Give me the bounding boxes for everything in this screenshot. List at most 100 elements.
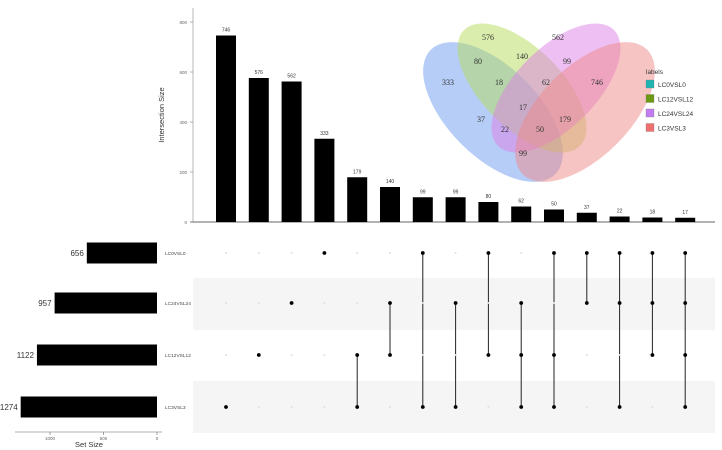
set-size-axis-label: Set Size: [75, 440, 103, 449]
set-size-label: 656: [70, 249, 84, 258]
matrix-dot-empty: [257, 406, 260, 408]
intersection-bar: [412, 197, 433, 222]
set-size-label: 957: [38, 299, 52, 308]
matrix-dot-filled: [650, 301, 655, 305]
matrix-dot-empty: [257, 302, 260, 304]
intersection-bar-label: 333: [320, 131, 329, 137]
matrix-dot-filled: [453, 301, 458, 305]
intersection-bar: [281, 81, 302, 222]
venn-diagram: 333 576 562 746 80 140 99 18 62 17 37 179 22 50 99: [423, 23, 655, 182]
venn-region-count: 80: [474, 57, 482, 66]
matrix-dot-filled: [683, 405, 688, 409]
intersection-bar: [216, 35, 236, 222]
y-tick-label: 800: [179, 20, 187, 25]
matrix-dot-empty: [520, 252, 523, 254]
set-size-bar: [54, 292, 158, 314]
set-size-bar: [86, 242, 157, 264]
set-size-bar: [36, 344, 157, 366]
intersection-bar: [445, 197, 466, 222]
intersection-bar: [511, 206, 532, 222]
intersection-bar-label: 18: [650, 210, 656, 216]
venn-region-count: 576: [482, 33, 494, 42]
set-row-label: LC0VSL0: [165, 251, 186, 257]
intersection-bar-label: 576: [255, 70, 264, 76]
legend-label: LC0VSL0: [658, 82, 686, 89]
legend-label: LC24VSL24: [658, 111, 693, 118]
matrix-dot-empty: [323, 354, 326, 356]
venn-region-count: 99: [563, 57, 571, 66]
y-tick-label: 600: [179, 70, 187, 75]
matrix-dot-filled: [486, 251, 491, 255]
matrix-dot-empty: [323, 406, 326, 408]
set-size-tick-label: 500: [100, 436, 108, 441]
matrix-dot-filled: [355, 405, 360, 409]
intersection-bar-label: 746: [222, 28, 231, 34]
matrix-dot-filled: [420, 405, 425, 409]
matrix-dot-filled: [617, 251, 622, 255]
matrix-dot-filled: [552, 405, 556, 409]
venn-region-count: 37: [477, 115, 485, 124]
matrix-dot-empty: [290, 354, 293, 356]
intersection-bar: [609, 216, 630, 222]
venn-region-count: 746: [591, 78, 603, 87]
matrix-dot-filled: [289, 301, 294, 305]
matrix-dot-empty: [225, 302, 227, 304]
matrix-dot-filled: [683, 301, 688, 305]
matrix-dot-empty: [421, 302, 424, 304]
matrix-dot-filled: [388, 353, 392, 357]
matrix-dot-filled: [584, 251, 589, 255]
matrix-dot-empty: [389, 406, 391, 408]
matrix-dot-filled: [224, 405, 228, 409]
matrix-dot-filled: [683, 251, 688, 255]
intersection-bar: [544, 209, 564, 222]
intersection-bar-label: 22: [617, 209, 623, 215]
intersection-bar: [642, 217, 663, 222]
legend-label: LC3VSL3: [658, 126, 686, 133]
matrix-dot-empty: [454, 354, 457, 356]
matrix-dot-filled: [256, 353, 261, 357]
intersection-bar: [675, 217, 696, 222]
y-tick-label: 0: [184, 220, 187, 225]
matrix-dot-filled: [617, 301, 622, 305]
matrix-dot-empty: [553, 302, 555, 304]
matrix-dot-empty: [618, 354, 621, 356]
matrix-dot-filled: [322, 251, 327, 255]
matrix-dot-empty: [257, 252, 260, 254]
matrix-dot-filled: [584, 301, 589, 305]
legend-title: labels: [646, 69, 664, 76]
venn-region-count: 22: [501, 125, 509, 134]
y-tick-label: 400: [179, 120, 187, 125]
matrix-dot-filled: [519, 353, 524, 357]
matrix-dot-filled: [388, 301, 392, 305]
matrix-dot-filled: [650, 251, 655, 255]
set-row-label: LC24VSL24: [165, 301, 191, 307]
matrix-dot-empty: [487, 302, 490, 304]
intersection-bar-label: 50: [551, 202, 557, 208]
intersection-bar-label: 80: [486, 194, 492, 200]
venn-region-count: 99: [519, 149, 527, 158]
matrix-dot-empty: [356, 302, 359, 304]
set-size-tick-label: 1000: [45, 436, 56, 441]
matrix-dot-empty: [225, 354, 227, 356]
venn-region-count: 18: [495, 78, 503, 87]
matrix-dot-filled: [453, 405, 458, 409]
set-row-label: LC12VSL12: [165, 353, 191, 359]
y-axis-label: Intersection Size: [157, 87, 166, 142]
legend-swatch: [645, 94, 655, 103]
venn-legend: labels LC0VSL0 LC12VSL12 LC24VSL24 LC3VSL3: [645, 69, 693, 133]
matrix-dot-filled: [650, 353, 655, 357]
set-row-label: LC3VSL3: [165, 405, 186, 411]
intersection-bar: [248, 78, 269, 222]
intersection-bar-label: 562: [287, 74, 296, 80]
matrix-dot-empty: [585, 354, 588, 356]
venn-region-count: 62: [542, 78, 550, 87]
venn-region-count: 562: [552, 33, 564, 42]
matrix-dot-empty: [323, 302, 326, 304]
set-size-label: 1122: [17, 351, 35, 360]
matrix-dot-filled: [519, 405, 524, 409]
intersection-bar: [380, 187, 400, 222]
legend-swatch: [645, 108, 655, 118]
legend-swatch: [645, 79, 655, 89]
